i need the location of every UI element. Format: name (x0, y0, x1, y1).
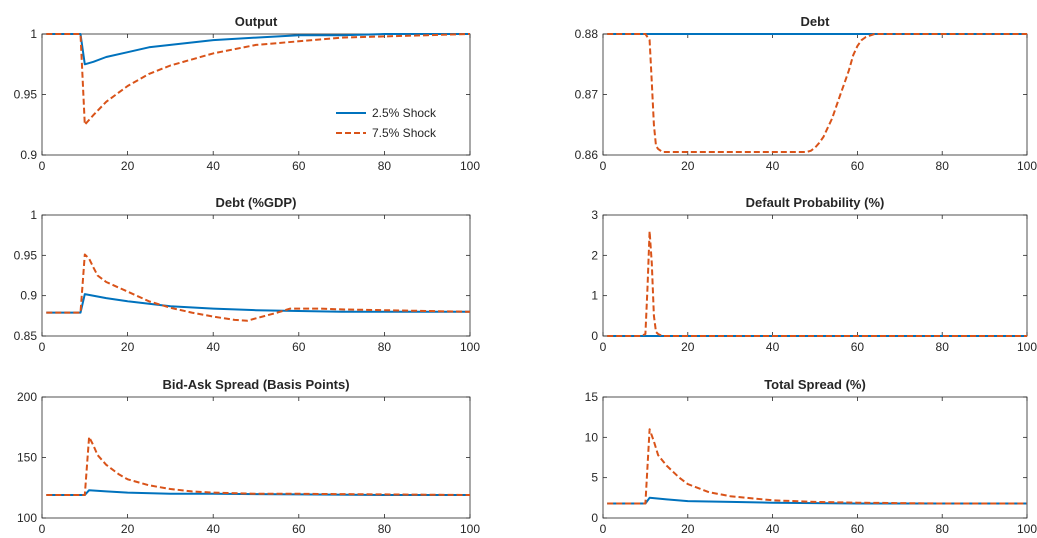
x-tick-label: 100 (1017, 340, 1037, 354)
x-tick-label: 40 (766, 159, 780, 173)
chart-title: Debt (%GDP) (216, 195, 297, 210)
y-tick-label: 5 (591, 471, 598, 485)
x-tick-label: 100 (1017, 522, 1037, 536)
series-line-shock-7-5 (46, 253, 471, 322)
x-tick-label: 100 (460, 340, 480, 354)
y-tick-label: 0.87 (575, 88, 599, 102)
x-tick-label: 80 (378, 340, 392, 354)
x-tick-label: 0 (600, 522, 607, 536)
y-tick-label: 1 (30, 27, 37, 41)
y-tick-label: 0 (591, 329, 598, 343)
x-tick-label: 0 (600, 159, 607, 173)
y-tick-label: 3 (591, 208, 598, 222)
chart-panel: Bid-Ask Spread (Basis Points) 0 20 40 60 80 10… (17, 377, 480, 536)
x-tick-label: 60 (292, 159, 306, 173)
series-line-shock-7-5 (46, 33, 471, 126)
x-tick-label: 100 (460, 522, 480, 536)
x-tick-label: 20 (121, 159, 135, 173)
x-tick-label: 60 (851, 159, 865, 173)
y-tick-label: 0 (591, 511, 598, 525)
plot-area (41, 214, 471, 337)
chart-title: Total Spread (%) (764, 377, 866, 392)
x-tick-label: 0 (39, 522, 46, 536)
y-tick-label: 0.9 (20, 289, 37, 303)
x-tick-label: 80 (936, 159, 950, 173)
chart-title: Debt (801, 14, 831, 29)
y-tick-label: 0.95 (14, 88, 38, 102)
chart-panel: Output 0 20 40 60 80 100 0.9 0.95 1 2.5% Shock 7.5%… (14, 14, 481, 173)
x-tick-label: 20 (681, 522, 695, 536)
y-tick-label: 200 (17, 390, 37, 404)
series-line-shock-7-5 (46, 435, 471, 496)
series-line-shock-2-5 (46, 33, 470, 66)
series-line-shock-2-5 (607, 496, 1027, 505)
x-tick-label: 40 (207, 340, 221, 354)
x-tick-label: 40 (766, 522, 780, 536)
x-tick-label: 20 (121, 522, 135, 536)
x-tick-label: 20 (121, 340, 135, 354)
x-tick-label: 0 (39, 159, 46, 173)
x-tick-label: 60 (851, 522, 865, 536)
y-tick-label: 1 (30, 208, 37, 222)
x-tick-label: 100 (1017, 159, 1037, 173)
y-tick-label: 100 (17, 511, 37, 525)
x-tick-label: 40 (207, 522, 221, 536)
chart-panel: Total Spread (%) 0 20 40 60 80 100 0 5 10 15 (585, 377, 1037, 536)
plot-area (41, 396, 471, 519)
x-tick-label: 0 (600, 340, 607, 354)
legend-label: 2.5% Shock (372, 106, 437, 120)
x-tick-label: 80 (378, 159, 392, 173)
x-tick-label: 20 (681, 159, 695, 173)
chart-title: Bid-Ask Spread (Basis Points) (162, 377, 349, 392)
y-tick-label: 0.95 (14, 248, 38, 262)
x-tick-label: 80 (936, 522, 950, 536)
plot-area (602, 33, 1028, 156)
chart-panel: Default Probability (%) 0 20 40 60 80 100 0 1 2 3 (591, 195, 1037, 354)
x-tick-label: 40 (207, 159, 221, 173)
x-tick-label: 60 (292, 340, 306, 354)
x-tick-label: 80 (378, 522, 392, 536)
x-tick-label: 100 (460, 159, 480, 173)
y-tick-label: 0.88 (575, 27, 599, 41)
x-tick-label: 0 (39, 340, 46, 354)
y-tick-label: 0.9 (20, 148, 37, 162)
y-tick-label: 150 (17, 451, 37, 465)
series-line-shock-7-5 (607, 428, 1027, 505)
legend: 2.5% Shock 7.5% Shock (329, 99, 466, 147)
y-tick-label: 0.86 (575, 148, 599, 162)
x-tick-label: 60 (292, 522, 306, 536)
x-tick-label: 60 (851, 340, 865, 354)
plot-area (602, 396, 1028, 519)
y-tick-label: 0.85 (14, 329, 38, 343)
plot-area (602, 214, 1028, 337)
y-tick-label: 1 (591, 289, 598, 303)
chart-title: Output (235, 14, 278, 29)
legend-label: 7.5% Shock (372, 126, 437, 140)
x-tick-label: 20 (681, 340, 695, 354)
y-tick-label: 2 (591, 248, 598, 262)
x-tick-label: 40 (766, 340, 780, 354)
series-line-shock-7-5 (607, 33, 1027, 153)
y-tick-label: 15 (585, 390, 599, 404)
chart-title: Default Probability (%) (746, 195, 885, 210)
chart-panel: Debt 0 20 40 60 80 100 0.86 0.87 0.88 (575, 14, 1037, 173)
legend-box (329, 99, 466, 147)
series-line-shock-2-5 (46, 293, 470, 314)
chart-panel: Debt (%GDP) 0 20 40 60 80 100 0.85 0.9 0.95 1 (14, 195, 481, 354)
x-tick-label: 80 (936, 340, 950, 354)
y-tick-label: 10 (585, 430, 599, 444)
series-line-shock-7-5 (607, 230, 1027, 337)
